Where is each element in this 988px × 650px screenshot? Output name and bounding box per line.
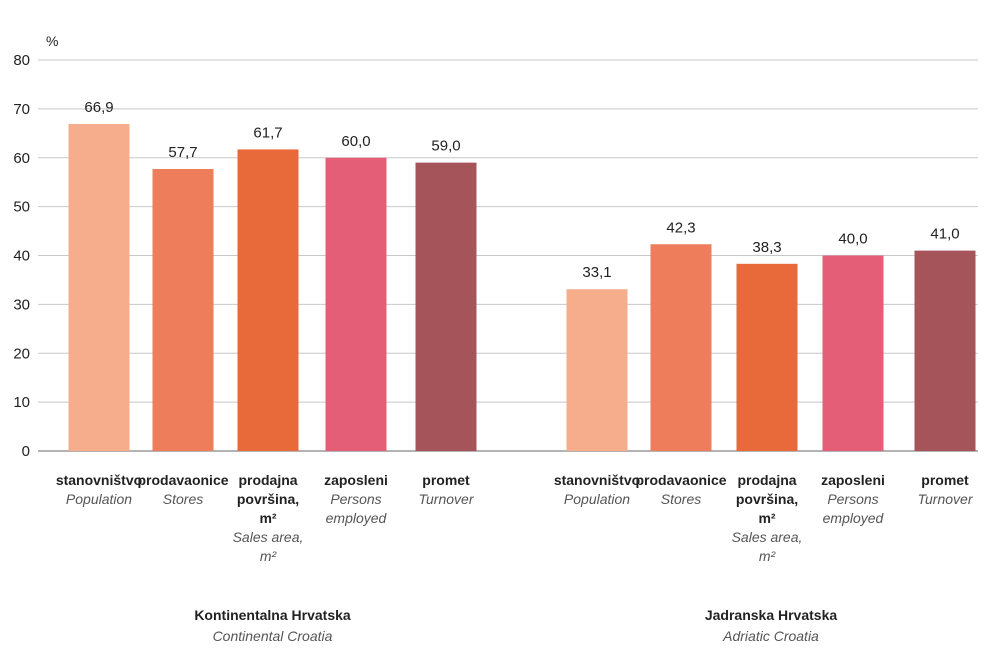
category-label-en: Turnover xyxy=(918,491,974,507)
group-label: Jadranska Hrvatska xyxy=(705,607,838,623)
category-label: prodajna xyxy=(737,472,796,488)
category-label-en: Stores xyxy=(163,491,203,507)
bar xyxy=(736,263,798,451)
category-label-en: Sales area, xyxy=(233,529,304,545)
category-label-en: Turnover xyxy=(419,491,475,507)
data-label: 33,1 xyxy=(582,264,611,281)
category-label: m² xyxy=(758,510,775,526)
y-tick-label: 40 xyxy=(13,248,30,265)
category-label: promet xyxy=(921,472,969,488)
y-tick-label: 50 xyxy=(13,199,30,216)
y-tick-label: 60 xyxy=(13,150,30,167)
group-label-en: Continental Croatia xyxy=(213,628,333,644)
category-label-en: Population xyxy=(564,491,630,507)
category-label: prodavaonice xyxy=(137,472,228,488)
category-label-en: employed xyxy=(326,510,388,526)
category-label-en: Stores xyxy=(661,491,701,507)
y-tick-label: 30 xyxy=(13,296,30,313)
category-label-en: Population xyxy=(66,491,132,507)
category-label: promet xyxy=(422,472,470,488)
category-label: zaposleni xyxy=(324,472,388,488)
category-label: prodavaonice xyxy=(635,472,726,488)
data-label: 38,3 xyxy=(752,239,781,256)
category-label: stanovništvo xyxy=(554,472,640,488)
y-tick-label: 10 xyxy=(13,394,30,411)
data-label: 60,0 xyxy=(341,133,370,150)
category-label-en: m² xyxy=(759,548,777,564)
bar xyxy=(415,162,477,451)
data-label: 61,7 xyxy=(253,124,282,141)
category-label: površina, xyxy=(736,491,798,507)
y-tick-label: 80 xyxy=(13,52,30,69)
category-label: stanovništvo xyxy=(56,472,142,488)
data-label: 57,7 xyxy=(168,144,197,161)
category-label-en: Persons xyxy=(827,491,878,507)
y-tick-label: 70 xyxy=(13,101,30,118)
group-label: Kontinentalna Hrvatska xyxy=(194,607,351,623)
category-label-en: employed xyxy=(823,510,885,526)
category-label: površina, xyxy=(237,491,299,507)
bar xyxy=(914,250,976,451)
data-label: 59,0 xyxy=(431,138,460,155)
category-label: m² xyxy=(259,510,276,526)
bar xyxy=(237,149,299,451)
y-tick-label: 20 xyxy=(13,345,30,362)
bar xyxy=(650,244,712,451)
data-label: 66,9 xyxy=(84,99,113,116)
category-label-en: Persons xyxy=(330,491,381,507)
data-label: 42,3 xyxy=(666,219,695,236)
y-tick-label: 0 xyxy=(22,443,30,460)
bar xyxy=(566,289,628,451)
bar xyxy=(325,157,387,451)
bar xyxy=(152,168,214,451)
category-label: zaposleni xyxy=(821,472,885,488)
bar xyxy=(822,255,884,451)
category-label: prodajna xyxy=(238,472,297,488)
category-label-en: m² xyxy=(260,548,278,564)
y-axis-unit: % xyxy=(46,33,58,49)
group-label-en: Adriatic Croatia xyxy=(722,628,819,644)
data-label: 41,0 xyxy=(930,226,959,243)
data-label: 40,0 xyxy=(838,231,867,248)
category-label-en: Sales area, xyxy=(732,529,803,545)
bar xyxy=(68,124,130,452)
